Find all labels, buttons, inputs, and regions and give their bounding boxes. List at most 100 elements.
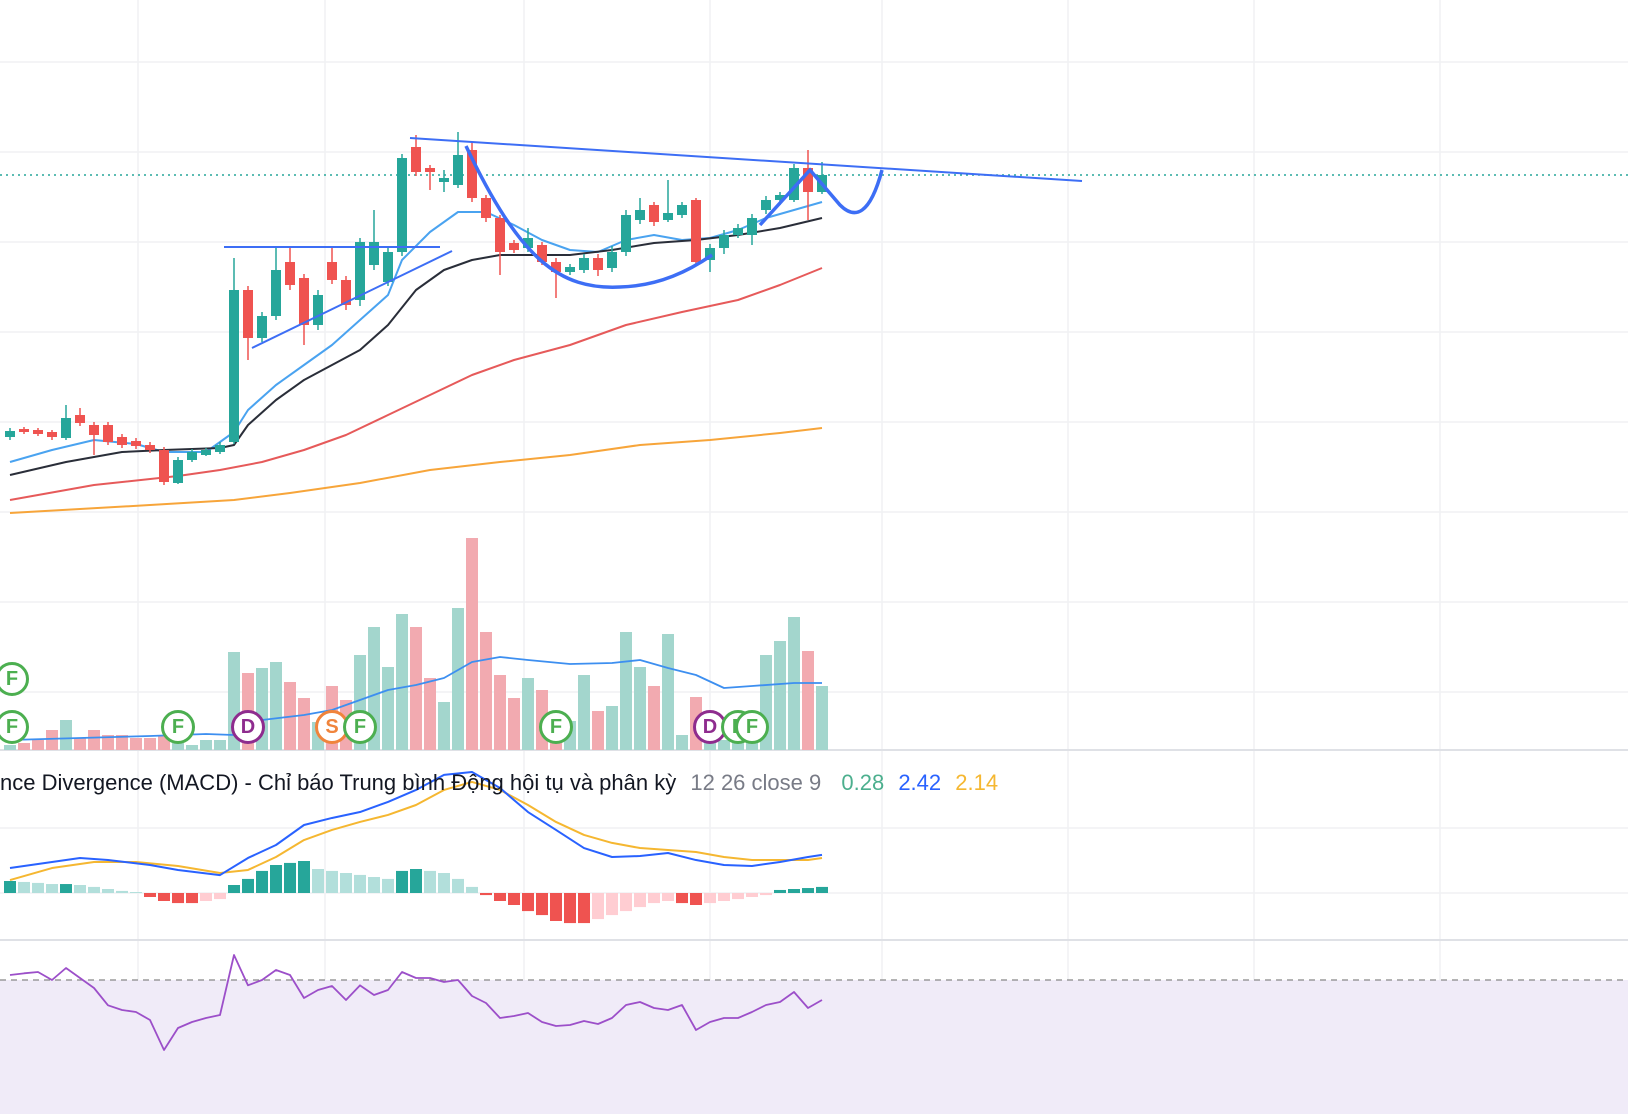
rsi-line xyxy=(9,954,823,1051)
macd-histogram-bar xyxy=(760,893,772,896)
macd-histogram-bar xyxy=(46,884,58,893)
candle xyxy=(789,164,799,202)
candle-body xyxy=(131,441,141,446)
volume-bar xyxy=(74,738,86,750)
event-badge-s[interactable]: S xyxy=(315,710,349,744)
volume-bar xyxy=(508,698,520,750)
ma-mid-line xyxy=(9,217,823,476)
macd-legend-title: nce Divergence (MACD) - Chỉ báo Trung bì… xyxy=(0,770,677,795)
macd-histogram-bar xyxy=(410,869,422,893)
candle xyxy=(649,202,659,226)
candle-body xyxy=(61,418,71,438)
candle-body xyxy=(215,445,225,452)
candle-body xyxy=(19,429,29,432)
volume-bar xyxy=(676,735,688,750)
resistance-trendline[interactable] xyxy=(409,137,1083,182)
macd-legend: nce Divergence (MACD) - Chỉ báo Trung bì… xyxy=(0,770,1006,796)
candle xyxy=(33,428,43,436)
macd-histogram-bar xyxy=(368,877,380,893)
candle xyxy=(159,447,169,485)
volume-bar xyxy=(816,686,828,750)
candle-body xyxy=(5,431,15,437)
candle-body xyxy=(481,198,491,218)
macd-line xyxy=(9,771,823,877)
drawings[interactable] xyxy=(224,137,1083,349)
channel-line[interactable] xyxy=(251,250,453,349)
macd-histogram-bar xyxy=(74,885,86,893)
volume-bar xyxy=(480,632,492,750)
volume-bar xyxy=(200,740,212,750)
candle xyxy=(145,442,155,453)
macd-histogram-bar xyxy=(732,893,744,900)
event-badge-f[interactable]: F xyxy=(0,662,29,696)
event-badge-f[interactable]: F xyxy=(0,710,29,744)
candle-body xyxy=(47,432,57,437)
candle-body xyxy=(159,450,169,482)
event-badge-f[interactable]: F xyxy=(735,710,769,744)
candle-body xyxy=(89,425,99,435)
candle xyxy=(173,457,183,484)
cup-curve[interactable] xyxy=(464,145,713,289)
candle-body xyxy=(775,195,785,200)
macd-histogram-bar xyxy=(270,865,282,893)
volume-bar xyxy=(578,675,590,750)
volume-bar xyxy=(592,711,604,750)
candle-body xyxy=(313,295,323,325)
macd-histogram-bar xyxy=(536,893,548,916)
candle xyxy=(621,210,631,256)
candle-body xyxy=(663,213,673,220)
macd-histogram-bar xyxy=(326,870,338,893)
event-badge-f[interactable]: F xyxy=(161,710,195,744)
macd-histogram-bar xyxy=(18,881,30,893)
macd-histogram-bar xyxy=(676,893,688,904)
candle xyxy=(425,165,435,190)
candle xyxy=(201,448,211,456)
macd-histogram-bar xyxy=(284,862,296,893)
candle xyxy=(565,264,575,275)
event-badge-d[interactable]: D xyxy=(231,710,265,744)
event-badge-f[interactable]: F xyxy=(343,710,377,744)
rsi-band xyxy=(0,980,1628,1114)
volume-bar xyxy=(606,706,618,750)
candle-body xyxy=(173,460,183,483)
candle xyxy=(439,170,449,192)
candle xyxy=(131,438,141,449)
candle xyxy=(341,276,351,310)
candle xyxy=(75,408,85,426)
handle-curve[interactable] xyxy=(758,167,884,227)
candle xyxy=(481,195,491,222)
macd-histogram-bar xyxy=(200,893,212,901)
macd-histogram-bar xyxy=(382,878,394,893)
candle xyxy=(89,422,99,455)
candle xyxy=(313,290,323,330)
volume-bar xyxy=(648,686,660,750)
volume-bar xyxy=(60,720,72,750)
macd-histogram-bar xyxy=(298,861,310,893)
macd-histogram-bar xyxy=(564,893,576,924)
volume-bar xyxy=(32,740,44,750)
macd-histogram-bar xyxy=(214,893,226,900)
candle-body xyxy=(565,267,575,272)
candle xyxy=(117,434,127,448)
candle xyxy=(103,422,113,445)
macd-histogram-bar xyxy=(116,890,128,893)
candle-body xyxy=(369,242,379,265)
candle-body xyxy=(411,147,421,172)
candle xyxy=(495,215,505,275)
candle xyxy=(509,240,519,253)
candle xyxy=(369,210,379,270)
volume-bar xyxy=(634,667,646,750)
macd-histogram-bar xyxy=(242,878,254,893)
volume-bar xyxy=(4,745,16,750)
candle-body xyxy=(117,437,127,445)
event-badge-f[interactable]: F xyxy=(539,710,573,744)
candle xyxy=(215,442,225,454)
candle xyxy=(551,258,561,298)
macd-histogram-bar xyxy=(606,893,618,916)
macd-legend-params: 12 26 close 9 xyxy=(690,770,822,795)
candle-body xyxy=(75,415,85,423)
macd-histogram-bar xyxy=(424,870,436,893)
candle-body xyxy=(341,280,351,305)
candle-body xyxy=(691,200,701,262)
